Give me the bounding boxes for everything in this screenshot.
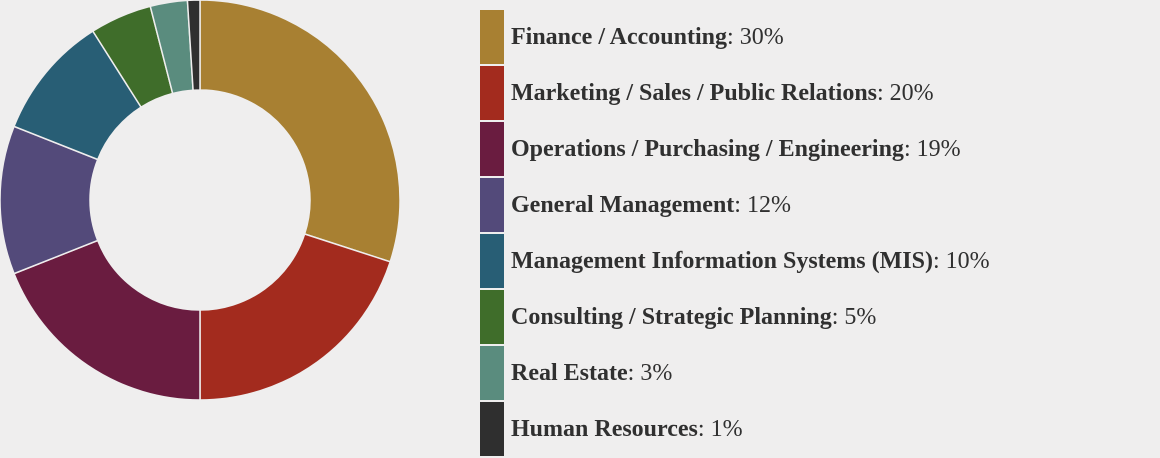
legend-separator: :	[831, 303, 845, 330]
legend-label: Marketing / Sales / Public Relations	[511, 79, 877, 106]
legend-item: General Management: 12%	[480, 178, 1160, 234]
legend-item: Operations / Purchasing / Engineering: 1…	[480, 122, 1160, 178]
legend-item: Consulting / Strategic Planning: 5%	[480, 290, 1160, 346]
legend-swatch	[480, 290, 504, 344]
legend-swatch	[480, 178, 504, 232]
legend-swatch	[480, 122, 504, 176]
legend-value: 19%	[916, 135, 961, 162]
chart-legend: Finance / Accounting: 30% Marketing / Sal…	[480, 10, 1160, 458]
legend-value: 5%	[844, 303, 877, 330]
legend-value: 30%	[739, 23, 784, 50]
legend-text: Management Information Systems (MIS): 10…	[511, 234, 990, 288]
legend-label: Human Resources	[511, 415, 698, 442]
legend-separator: :	[877, 79, 890, 106]
legend-separator: :	[697, 415, 711, 442]
legend-label: General Management	[511, 191, 735, 218]
legend-text: Finance / Accounting: 30%	[511, 10, 784, 64]
legend-swatch	[480, 402, 504, 456]
legend-swatch	[480, 346, 504, 400]
legend-separator: :	[734, 191, 747, 218]
donut-slice-3	[13, 239, 201, 400]
legend-text: Real Estate: 3%	[511, 346, 672, 400]
legend-value: 10%	[945, 247, 990, 274]
legend-separator: :	[727, 23, 740, 50]
legend-swatch	[480, 66, 504, 120]
legend-text: Marketing / Sales / Public Relations: 20…	[511, 66, 934, 120]
legend-item: Finance / Accounting: 30%	[480, 10, 1160, 66]
legend-separator: :	[932, 247, 946, 274]
donut-slice-1	[199, 0, 400, 263]
legend-separator: :	[903, 135, 917, 162]
legend-item: Marketing / Sales / Public Relations: 20…	[480, 66, 1160, 122]
legend-item: Human Resources: 1%	[480, 402, 1160, 458]
legend-label: Finance / Accounting	[511, 23, 728, 50]
legend-label: Operations / Purchasing / Engineering	[511, 135, 904, 162]
legend-value: 3%	[640, 359, 673, 386]
donut-chart	[0, 0, 400, 400]
donut-slice-2	[199, 233, 392, 400]
legend-text: General Management: 12%	[511, 178, 791, 232]
legend-swatch	[480, 10, 504, 64]
legend-separator: :	[627, 359, 641, 386]
legend-value: 1%	[710, 415, 743, 442]
legend-item: Real Estate: 3%	[480, 346, 1160, 402]
legend-label: Management Information Systems (MIS)	[511, 247, 933, 274]
legend-text: Human Resources: 1%	[511, 402, 743, 456]
legend-label: Real Estate	[511, 359, 628, 386]
legend-swatch	[480, 234, 504, 288]
legend-text: Consulting / Strategic Planning: 5%	[511, 290, 876, 344]
legend-text: Operations / Purchasing / Engineering: 1…	[511, 122, 961, 176]
legend-value: 20%	[889, 79, 934, 106]
donut-slice-8	[186, 0, 201, 92]
legend-label: Consulting / Strategic Planning	[511, 303, 832, 330]
legend-item: Management Information Systems (MIS): 10…	[480, 234, 1160, 290]
legend-value: 12%	[746, 191, 791, 218]
